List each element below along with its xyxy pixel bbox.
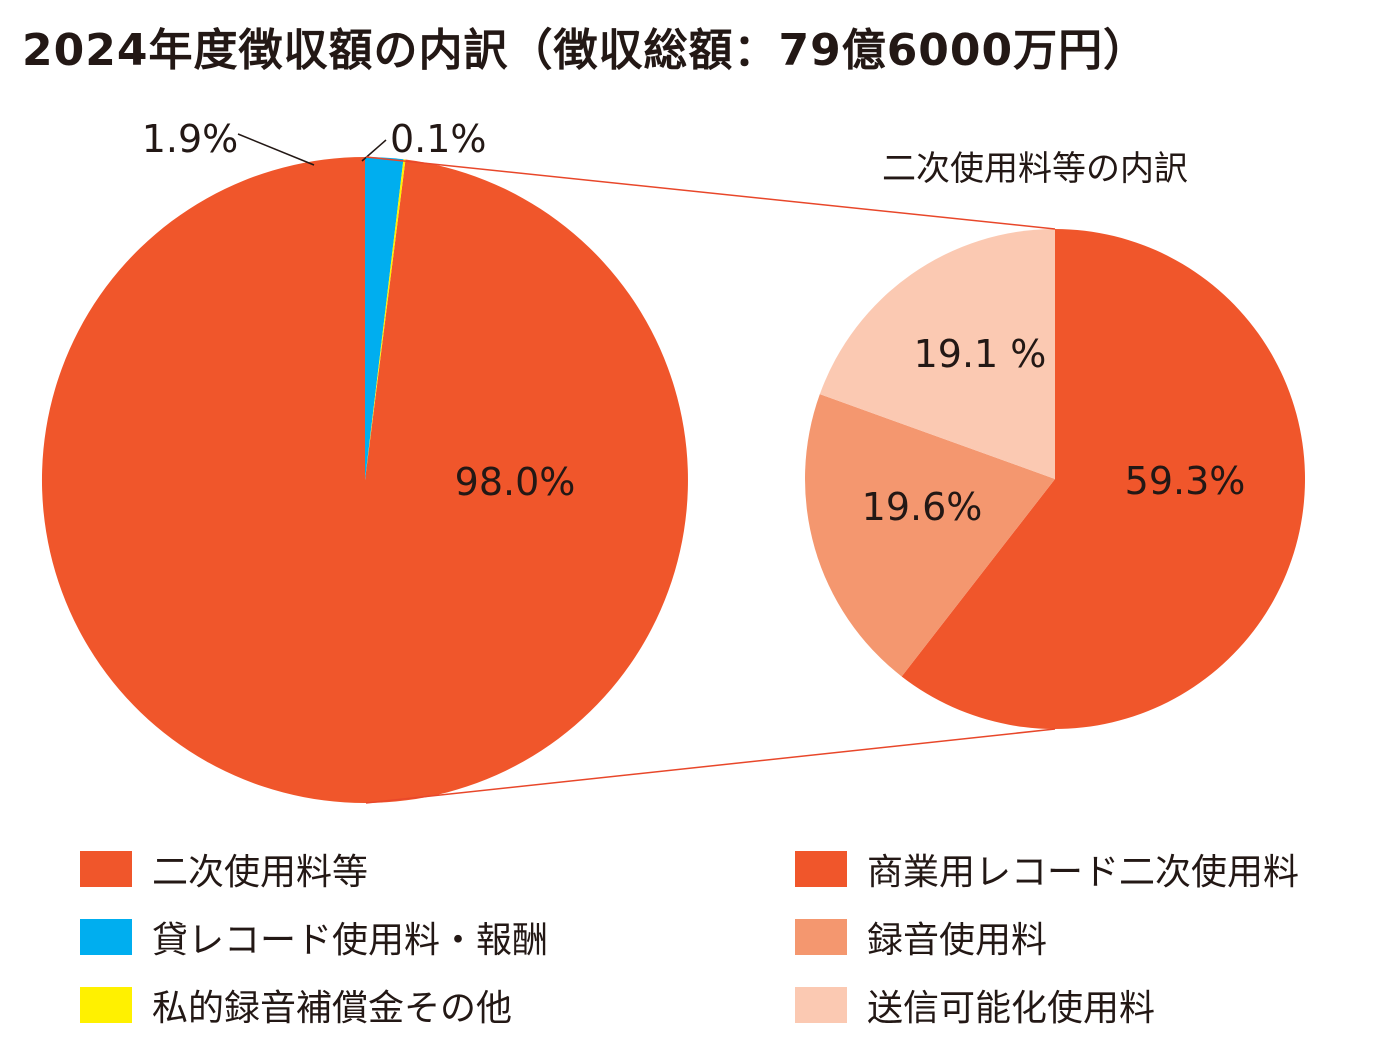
connector-line-bottom <box>365 728 1056 804</box>
main-pie-slice-1 <box>365 157 404 480</box>
legend-item-left-1: 貸レコード使用料・報酬 <box>80 917 548 961</box>
legend-swatch <box>795 919 847 955</box>
legend-label: 商業用レコード二次使用料 <box>867 852 1300 893</box>
legend-label: 送信可能化使用料 <box>867 988 1156 1029</box>
legend-item-left-2: 私的録音補償金その他 <box>80 985 512 1029</box>
legend-label: 私的録音補償金その他 <box>152 988 513 1029</box>
sub-pie-slice-2 <box>819 228 1055 479</box>
legend-swatch <box>80 987 132 1023</box>
legend-item-right-2: 送信可能化使用料 <box>795 985 1155 1029</box>
chart-title: 2024年度徴収額の内訳（徴収総額：79億6000万円） <box>22 25 1149 76</box>
legend-swatch <box>80 851 132 887</box>
legend-label: 貸レコード使用料・報酬 <box>152 920 549 961</box>
sub-pie-slice-1 <box>804 394 1055 677</box>
main-pie-slice-0 <box>41 157 688 803</box>
legend-item-left-0: 二次使用料等 <box>80 849 368 893</box>
main-pie-label-1: 1.9% <box>142 117 239 161</box>
connector-line-top <box>365 156 1056 230</box>
sub-pie-label-1: 19.6% <box>862 485 983 529</box>
legend-swatch <box>795 851 847 887</box>
main-pie-label-2: 0.1% <box>390 117 487 161</box>
legend-item-right-0: 商業用レコード二次使用料 <box>795 849 1299 893</box>
main-pie-slice-2 <box>365 159 406 481</box>
legend-item-right-1: 録音使用料 <box>795 917 1047 961</box>
sub-pie-label-0: 59.3% <box>1125 459 1246 503</box>
sub-pie-title: 二次使用料等の内訳 <box>882 149 1188 189</box>
legend-label: 二次使用料等 <box>152 852 369 893</box>
legend-label: 録音使用料 <box>867 920 1048 961</box>
main-pie-label-0: 98.0% <box>455 460 576 504</box>
sub-pie-slice-0 <box>901 229 1306 730</box>
legend-swatch <box>80 919 132 955</box>
legend-swatch <box>795 987 847 1023</box>
sub-pie-label-2: 19.1 % <box>914 332 1047 376</box>
main-pie-leader-line-1 <box>237 133 315 166</box>
